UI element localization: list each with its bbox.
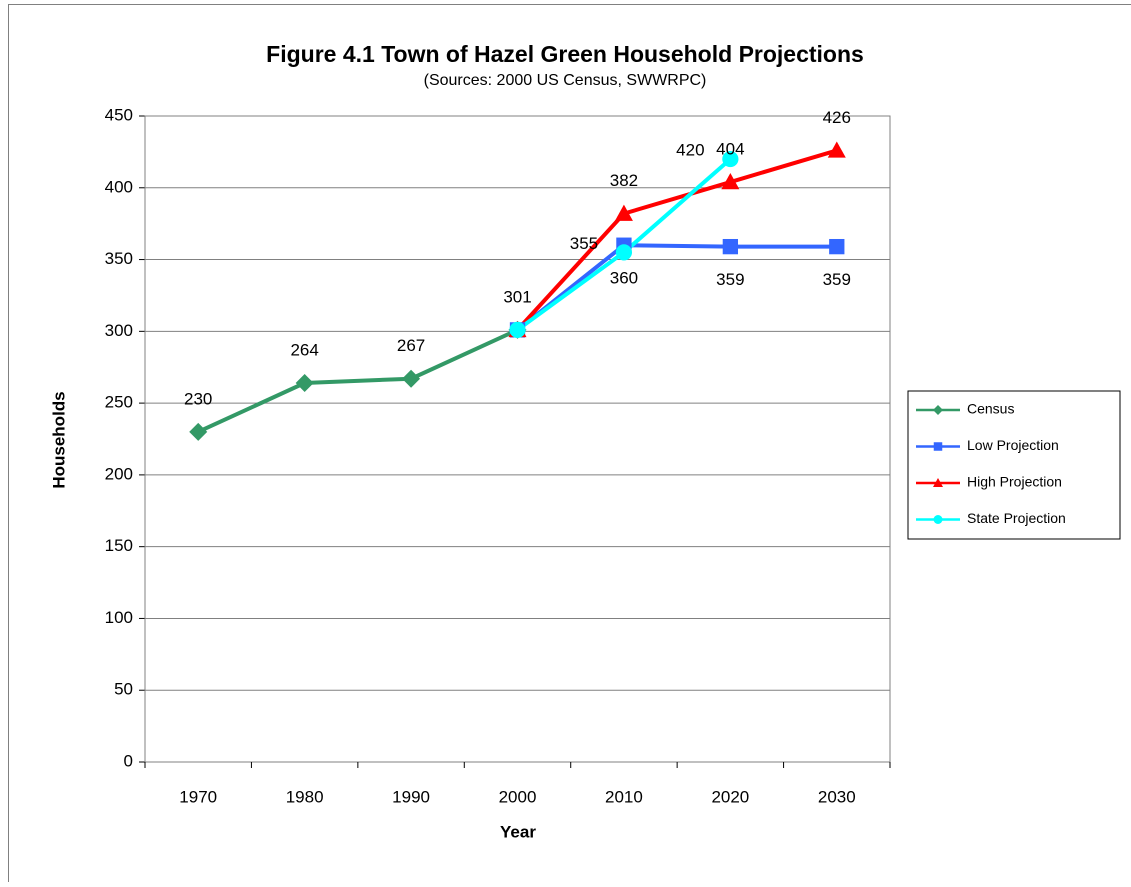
x-tick-label: 2010 (605, 787, 643, 806)
legend-label: State Projection (967, 510, 1066, 526)
marker (189, 423, 207, 441)
x-tick-label: 1980 (286, 787, 324, 806)
marker (934, 442, 943, 451)
x-tick-label: 2020 (711, 787, 749, 806)
data-label: 355 (570, 234, 598, 253)
x-tick-label: 1970 (179, 787, 217, 806)
y-tick-label: 0 (124, 751, 133, 770)
data-label: 359 (716, 270, 744, 289)
y-axis-title: Households (49, 391, 68, 488)
marker (616, 244, 632, 260)
data-label: 420 (676, 141, 704, 160)
data-label: 360 (610, 269, 638, 288)
data-label: 267 (397, 336, 425, 355)
marker (296, 374, 314, 392)
legend-label: Low Projection (967, 437, 1059, 453)
x-axis-title: Year (500, 822, 536, 841)
y-tick-label: 250 (105, 393, 133, 412)
marker (934, 515, 943, 524)
y-tick-label: 50 (114, 680, 133, 699)
data-label: 264 (290, 340, 318, 359)
marker (828, 141, 846, 157)
marker (402, 370, 420, 388)
y-tick-label: 450 (105, 105, 133, 124)
legend-label: Census (967, 401, 1014, 417)
data-label: 382 (610, 171, 638, 190)
data-label: 404 (716, 140, 744, 159)
data-label: 301 (503, 287, 531, 306)
x-tick-label: 2000 (499, 787, 537, 806)
series-line (518, 245, 837, 330)
plot-border (145, 116, 890, 762)
marker (829, 239, 844, 254)
chart-title: Figure 4.1 Town of Hazel Green Household… (266, 41, 864, 67)
y-tick-label: 200 (105, 464, 133, 483)
data-label: 359 (823, 270, 851, 289)
x-tick-label: 1990 (392, 787, 430, 806)
series-line (198, 330, 517, 432)
y-tick-label: 300 (105, 321, 133, 340)
y-tick-label: 150 (105, 536, 133, 555)
marker (723, 239, 738, 254)
y-tick-label: 400 (105, 177, 133, 196)
data-label: 426 (823, 108, 851, 127)
y-tick-label: 100 (105, 608, 133, 627)
chart-subtitle: (Sources: 2000 US Census, SWWRPC) (424, 72, 707, 89)
marker (509, 322, 525, 338)
data-label: 230 (184, 389, 212, 408)
legend-label: High Projection (967, 474, 1062, 490)
y-tick-label: 350 (105, 249, 133, 268)
series-line (518, 150, 837, 329)
x-tick-label: 2030 (818, 787, 856, 806)
